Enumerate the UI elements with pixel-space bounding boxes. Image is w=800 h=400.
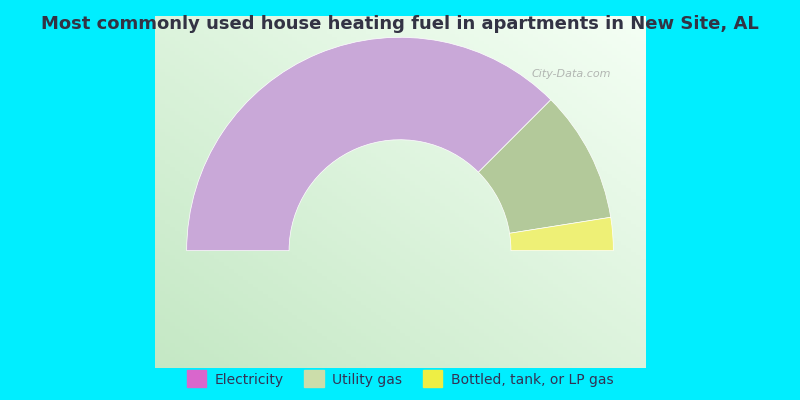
Text: Most commonly used house heating fuel in apartments in New Site, AL: Most commonly used house heating fuel in…	[41, 15, 759, 33]
Wedge shape	[478, 100, 610, 233]
Wedge shape	[186, 37, 551, 251]
Text: City-Data.com: City-Data.com	[531, 69, 611, 79]
Legend: Electricity, Utility gas, Bottled, tank, or LP gas: Electricity, Utility gas, Bottled, tank,…	[181, 367, 619, 393]
Wedge shape	[510, 217, 614, 251]
